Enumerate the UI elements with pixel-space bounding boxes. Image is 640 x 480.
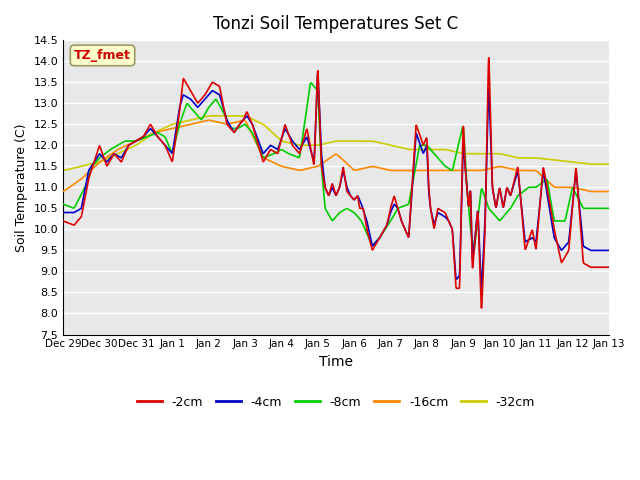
X-axis label: Time: Time: [319, 355, 353, 369]
Text: TZ_fmet: TZ_fmet: [74, 49, 131, 62]
Title: Tonzi Soil Temperatures Set C: Tonzi Soil Temperatures Set C: [213, 15, 458, 33]
Legend: -2cm, -4cm, -8cm, -16cm, -32cm: -2cm, -4cm, -8cm, -16cm, -32cm: [132, 391, 540, 414]
Y-axis label: Soil Temperature (C): Soil Temperature (C): [15, 123, 28, 252]
